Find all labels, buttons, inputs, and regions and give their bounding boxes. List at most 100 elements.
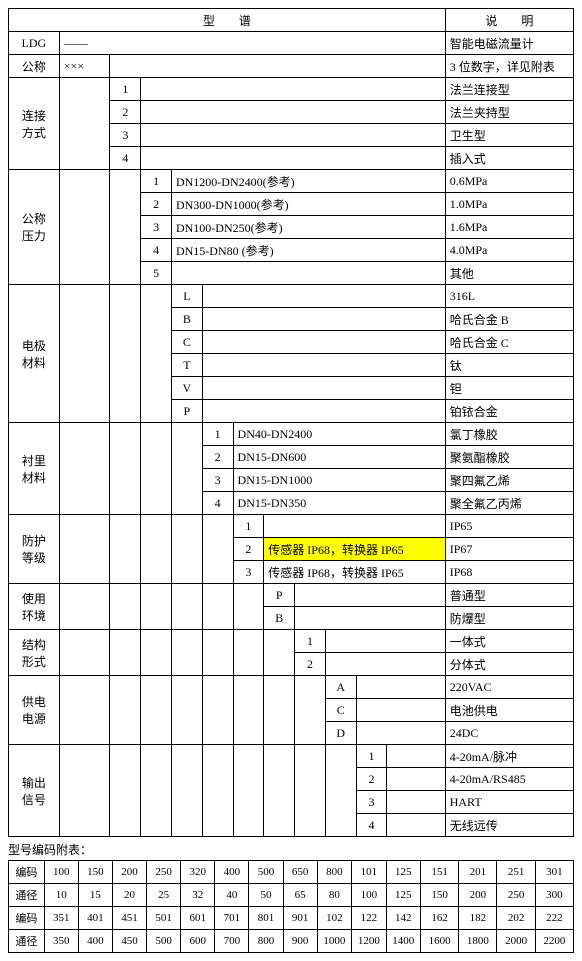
appendix-cell: 2200 bbox=[535, 930, 573, 953]
conn-code-3: 4 bbox=[110, 147, 141, 170]
appendix-cell: 65 bbox=[283, 884, 317, 907]
protection-label: 防护 等级 bbox=[9, 515, 60, 584]
protection-detail-1: 传感器 IP68，转换器 IP65 bbox=[264, 538, 445, 561]
pressure-desc-1: 1.0MPa bbox=[445, 193, 573, 216]
electrode-desc-1: 哈氏合金 B bbox=[445, 308, 573, 331]
appendix-row-label: 编码 bbox=[9, 861, 45, 884]
power-desc-0: 220VAC bbox=[445, 676, 573, 699]
power-code-2: D bbox=[325, 722, 356, 745]
lining-detail-0: DN40-DN2400 bbox=[233, 423, 445, 446]
env-code-0: P bbox=[264, 584, 295, 607]
appendix-cell: 202 bbox=[497, 907, 535, 930]
appendix-cell: 2000 bbox=[497, 930, 535, 953]
appendix-cell: 300 bbox=[535, 884, 573, 907]
appendix-cell: 200 bbox=[459, 884, 497, 907]
output-code-3: 4 bbox=[356, 814, 387, 837]
appendix-cell: 400 bbox=[78, 930, 112, 953]
appendix-cell: 600 bbox=[181, 930, 215, 953]
appendix-cell: 10 bbox=[44, 884, 78, 907]
appendix-cell: 351 bbox=[44, 907, 78, 930]
pressure-desc-0: 0.6MPa bbox=[445, 170, 573, 193]
lining-desc-2: 聚四氟乙烯 bbox=[445, 469, 573, 492]
appendix-cell: 142 bbox=[386, 907, 420, 930]
appendix-cell: 250 bbox=[497, 884, 535, 907]
electrode-code-2: C bbox=[171, 331, 202, 354]
electrode-desc-4: 钽 bbox=[445, 377, 573, 400]
appendix-cell: 125 bbox=[386, 861, 420, 884]
env-code-1: B bbox=[264, 607, 295, 630]
appendix-cell: 50 bbox=[249, 884, 283, 907]
header-model: 型 谱 bbox=[9, 9, 446, 32]
conn-label: 连接 方式 bbox=[9, 78, 60, 170]
appendix-cell: 80 bbox=[317, 884, 351, 907]
appendix-cell: 400 bbox=[215, 861, 249, 884]
struct-code-1: 2 bbox=[295, 653, 326, 676]
struct-desc-1: 分体式 bbox=[445, 653, 573, 676]
appendix-cell: 15 bbox=[78, 884, 112, 907]
pressure-detail-2: DN100-DN250(参考) bbox=[171, 216, 445, 239]
pressure-desc-2: 1.6MPa bbox=[445, 216, 573, 239]
electrode-code-4: V bbox=[171, 377, 202, 400]
conn-desc-0: 法兰连接型 bbox=[445, 78, 573, 101]
appendix-title: 型号编码附表： bbox=[8, 841, 574, 858]
lining-code-2: 3 bbox=[202, 469, 233, 492]
appendix-cell: 700 bbox=[215, 930, 249, 953]
appendix-cell: 901 bbox=[283, 907, 317, 930]
nominal-label: 公称 bbox=[9, 55, 60, 78]
appendix-cell: 151 bbox=[421, 861, 459, 884]
output-label: 输出 信号 bbox=[9, 745, 60, 837]
appendix-cell: 100 bbox=[352, 884, 386, 907]
pressure-desc-4: 其他 bbox=[445, 262, 573, 285]
power-code-1: C bbox=[325, 699, 356, 722]
electrode-code-1: B bbox=[171, 308, 202, 331]
pressure-code-2: 3 bbox=[141, 216, 172, 239]
lining-code-1: 2 bbox=[202, 446, 233, 469]
pressure-label: 公称 压力 bbox=[9, 170, 60, 285]
appendix-cell: 650 bbox=[283, 861, 317, 884]
protection-detail-0 bbox=[264, 515, 445, 538]
appendix-cell: 501 bbox=[147, 907, 181, 930]
power-label: 供电 电源 bbox=[9, 676, 60, 745]
appendix-row-label: 编码 bbox=[9, 907, 45, 930]
output-desc-3: 无线远传 bbox=[445, 814, 573, 837]
appendix-cell: 500 bbox=[147, 930, 181, 953]
output-desc-1: 4-20mA/RS485 bbox=[445, 768, 573, 791]
pressure-code-1: 2 bbox=[141, 193, 172, 216]
output-desc-0: 4-20mA/脉冲 bbox=[445, 745, 573, 768]
output-code-2: 3 bbox=[356, 791, 387, 814]
electrode-desc-3: 钛 bbox=[445, 354, 573, 377]
power-desc-2: 24DC bbox=[445, 722, 573, 745]
appendix-cell: 401 bbox=[78, 907, 112, 930]
protection-desc-0: IP65 bbox=[445, 515, 573, 538]
lining-code-0: 1 bbox=[202, 423, 233, 446]
lining-desc-0: 氯丁橡胶 bbox=[445, 423, 573, 446]
appendix-cell: 150 bbox=[78, 861, 112, 884]
appendix-cell: 800 bbox=[317, 861, 351, 884]
struct-code-0: 1 bbox=[295, 630, 326, 653]
protection-code-1: 2 bbox=[233, 538, 264, 561]
appendix-cell: 701 bbox=[215, 907, 249, 930]
output-code-1: 2 bbox=[356, 768, 387, 791]
pressure-detail-0: DN1200-DN2400(参考) bbox=[171, 170, 445, 193]
protection-detail-2: 传感器 IP68，转换器 IP65 bbox=[264, 561, 445, 584]
header-desc: 说 明 bbox=[445, 9, 573, 32]
appendix-cell: 320 bbox=[181, 861, 215, 884]
electrode-label: 电极 材料 bbox=[9, 285, 60, 423]
protection-desc-2: IP68 bbox=[445, 561, 573, 584]
electrode-desc-5: 铂铱合金 bbox=[445, 400, 573, 423]
appendix-cell: 222 bbox=[535, 907, 573, 930]
env-desc-1: 防爆型 bbox=[445, 607, 573, 630]
conn-code-0: 1 bbox=[110, 78, 141, 101]
appendix-cell: 162 bbox=[421, 907, 459, 930]
appendix-cell: 350 bbox=[44, 930, 78, 953]
pressure-code-3: 4 bbox=[141, 239, 172, 262]
appendix-cell: 100 bbox=[44, 861, 78, 884]
nominal-desc: 3 位数字，详见附表 bbox=[445, 55, 573, 78]
lining-detail-1: DN15-DN600 bbox=[233, 446, 445, 469]
power-desc-1: 电池供电 bbox=[445, 699, 573, 722]
conn-code-1: 2 bbox=[110, 101, 141, 124]
electrode-code-0: L bbox=[171, 285, 202, 308]
appendix-cell: 125 bbox=[386, 884, 420, 907]
conn-desc-2: 卫生型 bbox=[445, 124, 573, 147]
lining-code-3: 4 bbox=[202, 492, 233, 515]
